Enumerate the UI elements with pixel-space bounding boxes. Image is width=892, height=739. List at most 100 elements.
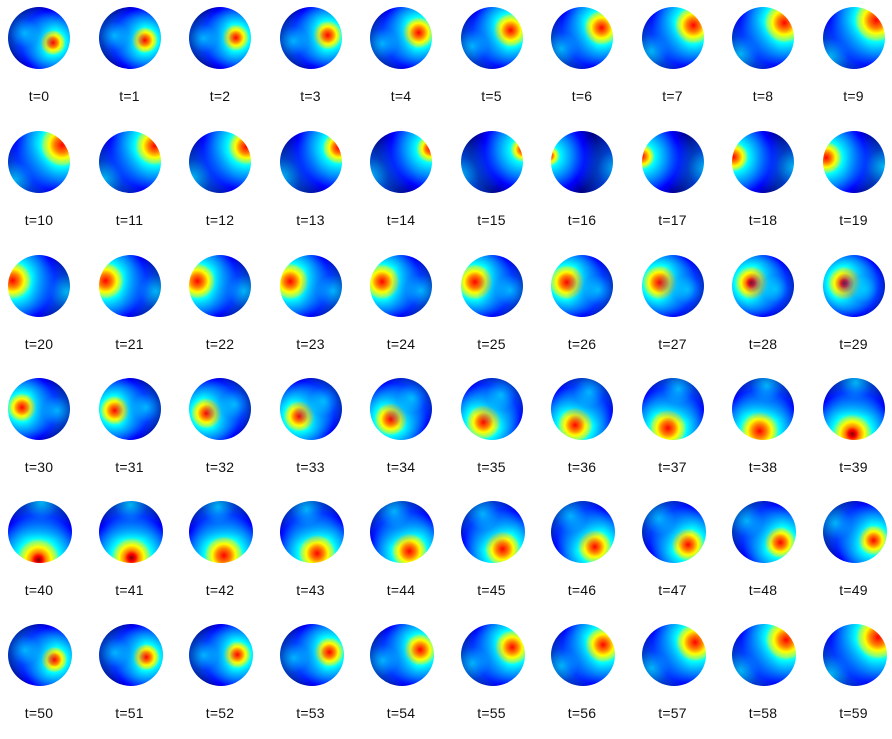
time-label: t=50 bbox=[0, 705, 78, 721]
time-label: t=57 bbox=[634, 705, 712, 721]
sphere-plot bbox=[189, 7, 251, 69]
time-label: t=11 bbox=[91, 212, 169, 228]
time-label: t=52 bbox=[181, 705, 259, 721]
snapshot-cell: t=14 bbox=[362, 124, 452, 246]
sphere-plot bbox=[461, 7, 523, 69]
snapshot-cell: t=35 bbox=[453, 371, 543, 493]
sphere-plot bbox=[642, 624, 706, 686]
snapshot-cell: t=28 bbox=[724, 248, 814, 370]
time-label: t=7 bbox=[634, 88, 712, 104]
snapshot-cell: t=19 bbox=[815, 124, 892, 246]
snapshot-cell: t=31 bbox=[91, 371, 181, 493]
sphere-plot bbox=[642, 378, 704, 440]
sphere-plot bbox=[823, 131, 885, 193]
time-label: t=35 bbox=[453, 459, 531, 475]
time-label: t=32 bbox=[181, 459, 259, 475]
snapshot-cell: t=20 bbox=[0, 248, 90, 370]
snapshot-cell: t=1 bbox=[91, 0, 181, 122]
sphere-plot bbox=[280, 378, 342, 440]
snapshot-cell: t=34 bbox=[362, 371, 452, 493]
time-label: t=1 bbox=[91, 88, 169, 104]
sphere-plot bbox=[732, 131, 794, 193]
snapshot-cell: t=48 bbox=[724, 494, 814, 616]
sphere-plot bbox=[642, 501, 706, 563]
time-label: t=45 bbox=[453, 582, 531, 598]
sphere-plot bbox=[732, 501, 796, 563]
time-label: t=27 bbox=[634, 336, 712, 352]
snapshot-cell: t=59 bbox=[815, 617, 892, 739]
time-label: t=12 bbox=[181, 212, 259, 228]
snapshot-cell: t=40 bbox=[0, 494, 90, 616]
time-label: t=41 bbox=[91, 582, 169, 598]
snapshot-cell: t=55 bbox=[453, 617, 543, 739]
time-label: t=37 bbox=[634, 459, 712, 475]
snapshot-cell: t=32 bbox=[181, 371, 271, 493]
snapshot-cell: t=42 bbox=[181, 494, 271, 616]
snapshot-cell: t=6 bbox=[543, 0, 633, 122]
sphere-plot bbox=[99, 501, 163, 563]
sphere-plot bbox=[732, 624, 796, 686]
sphere-plot bbox=[823, 378, 885, 440]
sphere-plot bbox=[642, 7, 704, 69]
time-label: t=26 bbox=[543, 336, 621, 352]
sphere-plot bbox=[551, 624, 615, 686]
snapshot-cell: t=54 bbox=[362, 617, 452, 739]
sphere-plot bbox=[99, 131, 161, 193]
time-label: t=25 bbox=[453, 336, 531, 352]
time-label: t=59 bbox=[815, 705, 892, 721]
snapshot-cell: t=44 bbox=[362, 494, 452, 616]
time-label: t=20 bbox=[0, 336, 78, 352]
sphere-plot bbox=[99, 624, 163, 686]
time-label: t=5 bbox=[453, 88, 531, 104]
time-label: t=36 bbox=[543, 459, 621, 475]
snapshot-cell: t=33 bbox=[272, 371, 362, 493]
sphere-plot bbox=[370, 501, 434, 563]
snapshot-cell: t=50 bbox=[0, 617, 90, 739]
time-label: t=56 bbox=[543, 705, 621, 721]
snapshot-cell: t=53 bbox=[272, 617, 362, 739]
snapshot-cell: t=52 bbox=[181, 617, 271, 739]
sphere-plot bbox=[189, 378, 251, 440]
snapshot-cell: t=27 bbox=[634, 248, 724, 370]
snapshot-cell: t=37 bbox=[634, 371, 724, 493]
sphere-plot bbox=[189, 255, 251, 317]
time-label: t=0 bbox=[0, 88, 78, 104]
time-label: t=14 bbox=[362, 212, 440, 228]
time-label: t=19 bbox=[815, 212, 892, 228]
sphere-plot bbox=[823, 255, 885, 317]
time-label: t=2 bbox=[181, 88, 259, 104]
sphere-plot bbox=[8, 501, 72, 563]
snapshot-cell: t=9 bbox=[815, 0, 892, 122]
sphere-plot bbox=[461, 624, 525, 686]
time-label: t=8 bbox=[724, 88, 802, 104]
snapshot-cell: t=39 bbox=[815, 371, 892, 493]
sphere-plot bbox=[370, 7, 432, 69]
sphere-plot bbox=[370, 378, 432, 440]
snapshot-cell: t=58 bbox=[724, 617, 814, 739]
snapshot-cell: t=49 bbox=[815, 494, 892, 616]
sphere-plot bbox=[551, 7, 613, 69]
time-label: t=21 bbox=[91, 336, 169, 352]
time-label: t=42 bbox=[181, 582, 259, 598]
snapshot-cell: t=57 bbox=[634, 617, 724, 739]
time-label: t=39 bbox=[815, 459, 892, 475]
snapshot-cell: t=10 bbox=[0, 124, 90, 246]
snapshot-cell: t=23 bbox=[272, 248, 362, 370]
sphere-plot bbox=[8, 7, 70, 69]
time-label: t=3 bbox=[272, 88, 350, 104]
time-label: t=18 bbox=[724, 212, 802, 228]
time-label: t=13 bbox=[272, 212, 350, 228]
time-label: t=40 bbox=[0, 582, 78, 598]
snapshot-cell: t=2 bbox=[181, 0, 271, 122]
sphere-plot bbox=[189, 501, 253, 563]
snapshot-cell: t=21 bbox=[91, 248, 181, 370]
time-label: t=30 bbox=[0, 459, 78, 475]
snapshot-cell: t=18 bbox=[724, 124, 814, 246]
sphere-plot bbox=[8, 131, 70, 193]
snapshot-cell: t=24 bbox=[362, 248, 452, 370]
snapshot-cell: t=13 bbox=[272, 124, 362, 246]
time-label: t=15 bbox=[453, 212, 531, 228]
sphere-plot bbox=[370, 131, 432, 193]
sphere-plot bbox=[732, 255, 794, 317]
